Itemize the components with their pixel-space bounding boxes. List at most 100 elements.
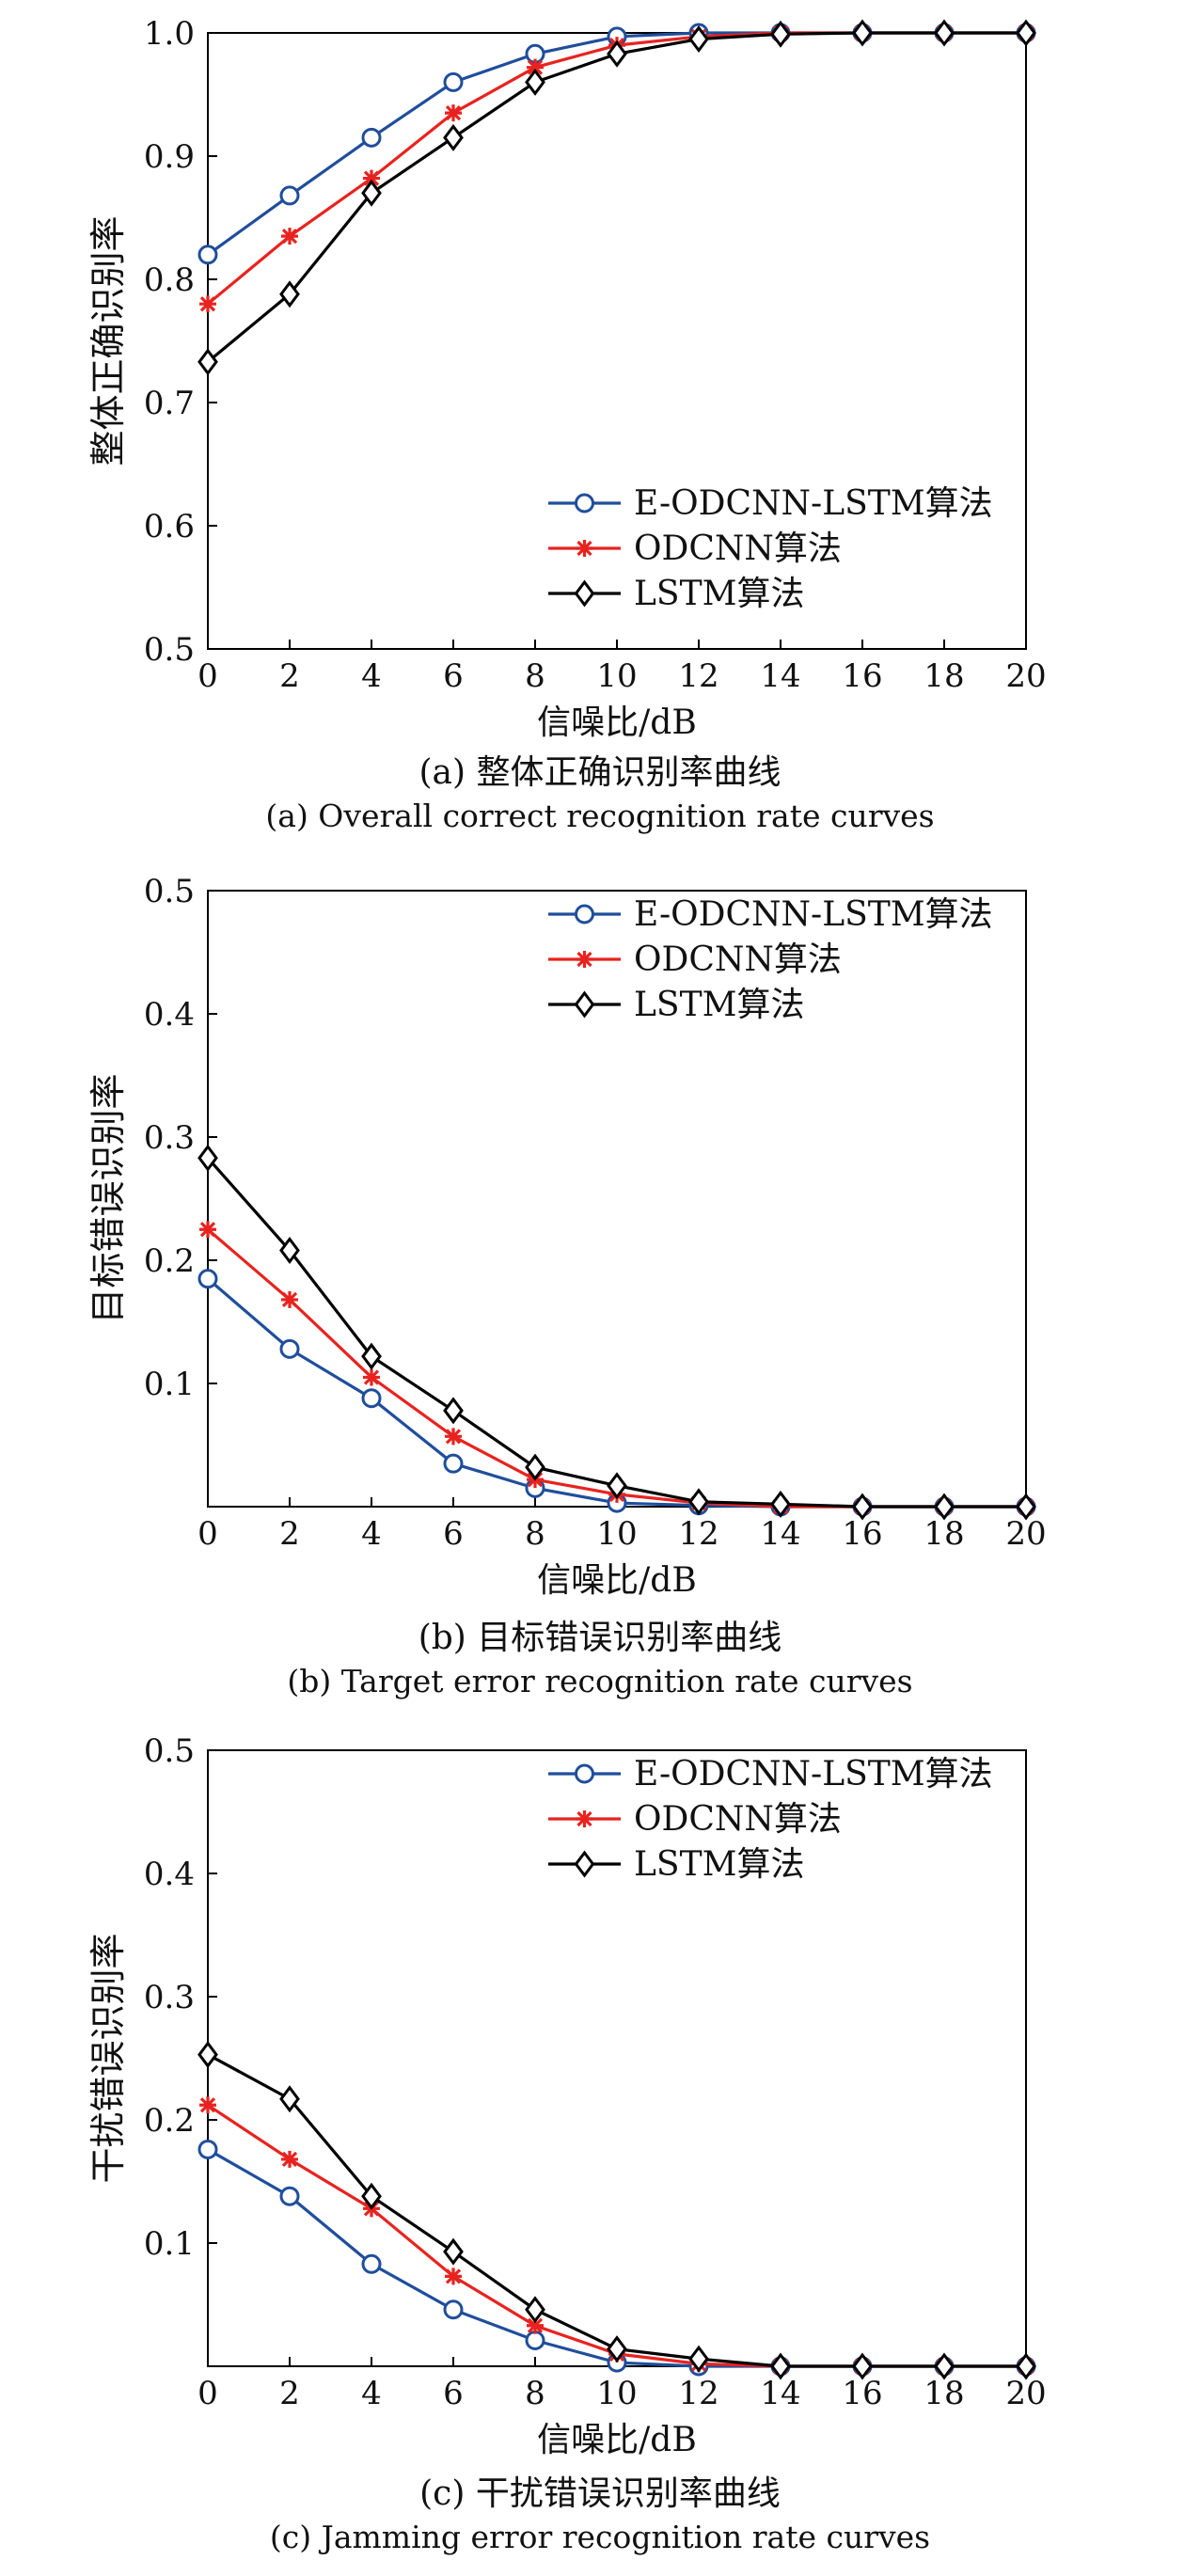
caption-en-c: (c) Jamming error recognition rate curve… xyxy=(269,2519,931,2555)
y-tick-label: 0.3 xyxy=(144,1979,195,2016)
data-point xyxy=(199,295,216,313)
data-point xyxy=(443,1397,464,1425)
chart-a-svg: 0 2 4 6 8 10 12 14 16 18 20 0.5 0.6 0.7 0.8 0.9 1.0 信噪比/d… xyxy=(87,15,1047,742)
caption-en-a: (a) Overall correct recognition rate cur… xyxy=(265,798,935,834)
series-line xyxy=(206,31,1026,306)
plot-frame xyxy=(207,32,1027,650)
data-point xyxy=(197,2139,218,2159)
x-tick-label: 0 xyxy=(197,2375,218,2412)
x-tick-label: 20 xyxy=(1005,1515,1046,1553)
caption-cn-c: (c) 干扰错误识别率曲线 xyxy=(419,2474,781,2513)
x-tick-label: 8 xyxy=(525,1515,545,1553)
series-2 xyxy=(197,19,1036,376)
data-point xyxy=(527,2316,544,2334)
data-point xyxy=(279,2186,300,2206)
x-tick-label: 2 xyxy=(279,2375,300,2412)
x-tick-label: 14 xyxy=(760,1515,800,1553)
data-point xyxy=(361,2182,382,2210)
x-tick-label: 18 xyxy=(924,657,964,695)
y-tick-label: 0.6 xyxy=(144,508,195,545)
x-tick-label: 10 xyxy=(596,657,637,695)
data-point xyxy=(1016,19,1036,47)
x-tick-label: 12 xyxy=(678,2375,718,2412)
legend-marker xyxy=(574,1850,595,1878)
legend-marker xyxy=(575,904,594,925)
caption-cn-b: (b) 目标错误识别率曲线 xyxy=(418,1619,782,1657)
x-tick-label: 6 xyxy=(443,1515,464,1553)
y-tick-label: 0.5 xyxy=(144,631,195,669)
data-point xyxy=(934,19,955,47)
x-tick-label: 16 xyxy=(842,657,882,695)
data-point xyxy=(688,2345,709,2373)
x-tick-label: 2 xyxy=(279,657,300,695)
x-tick-label: 12 xyxy=(678,657,718,695)
data-point xyxy=(525,2296,545,2324)
data-point xyxy=(688,1488,709,1516)
chart-panel-c: 0 2 4 6 8 10 12 14 16 18 20 0.1 0.2 0.3 0.4 0.5 信噪比/dB 干扰… xyxy=(0,1717,1200,2576)
x-tick-label: 16 xyxy=(842,1515,882,1553)
y-tick-label: 0.1 xyxy=(144,1366,195,1403)
data-point xyxy=(199,1221,216,1239)
x-tick-label: 20 xyxy=(1005,657,1046,695)
data-point xyxy=(607,40,627,68)
x-axis-label: 信噪比/dB xyxy=(537,1561,697,1600)
series-2 xyxy=(197,2041,1036,2380)
y-tick-label: 0.9 xyxy=(144,138,195,176)
data-point xyxy=(770,20,791,48)
legend-marker xyxy=(574,579,595,608)
data-point xyxy=(361,2253,382,2274)
legend-label: LSTM算法 xyxy=(634,1845,804,1884)
data-point xyxy=(852,19,873,47)
data-point xyxy=(443,71,464,92)
y-tick-label: 0.5 xyxy=(144,873,195,910)
legend-entry: LSTM算法 xyxy=(548,1845,804,1884)
data-point xyxy=(197,1144,218,1172)
chart-c-svg: 0 2 4 6 8 10 12 14 16 18 20 0.1 0.2 0.3 0.4 0.5 信噪比/dB 干扰… xyxy=(87,1732,1047,2459)
y-tick-label: 0.8 xyxy=(144,261,195,299)
x-tick-label: 6 xyxy=(443,657,464,695)
data-point xyxy=(361,1342,382,1370)
data-point xyxy=(361,127,382,148)
x-tick-label: 18 xyxy=(924,2375,964,2412)
legend-entry: LSTM算法 xyxy=(548,575,804,613)
data-point xyxy=(199,2096,216,2114)
data-point xyxy=(607,1472,627,1500)
x-tick-label: 8 xyxy=(525,657,545,695)
series-1 xyxy=(199,1221,1034,1515)
data-point xyxy=(607,2335,627,2363)
series-line xyxy=(207,2053,1026,2368)
x-tick-label: 0 xyxy=(197,1515,218,1553)
chart-b-svg: 0 2 4 6 8 10 12 14 16 18 20 0.1 0.2 0.3 0.4 0.5 信噪比/dB 目标… xyxy=(87,873,1047,1600)
legend-entry: E-ODCNN-LSTM算法 xyxy=(548,895,993,934)
caption-en-b: (b) Target error recognition rate curves xyxy=(287,1663,913,1699)
y-tick-label: 0.4 xyxy=(144,996,195,1034)
data-point xyxy=(525,1453,545,1481)
data-point xyxy=(197,2041,218,2069)
x-tick-label: 10 xyxy=(596,1515,637,1553)
data-point xyxy=(281,228,298,245)
data-point xyxy=(279,185,300,206)
chart-panel-a: 0 2 4 6 8 10 12 14 16 18 20 0.5 0.6 0.7 0.8 0.9 1.0 信噪比/d… xyxy=(0,0,1200,861)
legend-marker xyxy=(574,990,595,1019)
data-point xyxy=(852,2352,873,2380)
x-tick-label: 12 xyxy=(678,1515,718,1553)
data-point xyxy=(197,348,218,376)
x-tick-label: 6 xyxy=(443,2375,464,2412)
x-tick-label: 18 xyxy=(924,1515,964,1553)
data-point xyxy=(281,1290,298,1308)
plot-frame xyxy=(207,1749,1027,2367)
legend-entry: ODCNN算法 xyxy=(548,940,842,979)
data-point xyxy=(361,179,382,207)
legend-label: ODCNN算法 xyxy=(634,529,842,568)
x-tick-label: 20 xyxy=(1005,2375,1046,2412)
data-point xyxy=(279,280,300,308)
data-point xyxy=(443,123,464,151)
data-point xyxy=(281,2150,298,2168)
series-line xyxy=(206,1157,1026,1509)
y-tick-label: 0.7 xyxy=(144,385,195,422)
legend-marker xyxy=(576,1810,593,1827)
data-point xyxy=(852,1493,873,1521)
data-point xyxy=(363,169,380,187)
y-tick-label: 0.5 xyxy=(144,1732,195,1770)
legend-entry: E-ODCNN-LSTM算法 xyxy=(548,484,993,523)
